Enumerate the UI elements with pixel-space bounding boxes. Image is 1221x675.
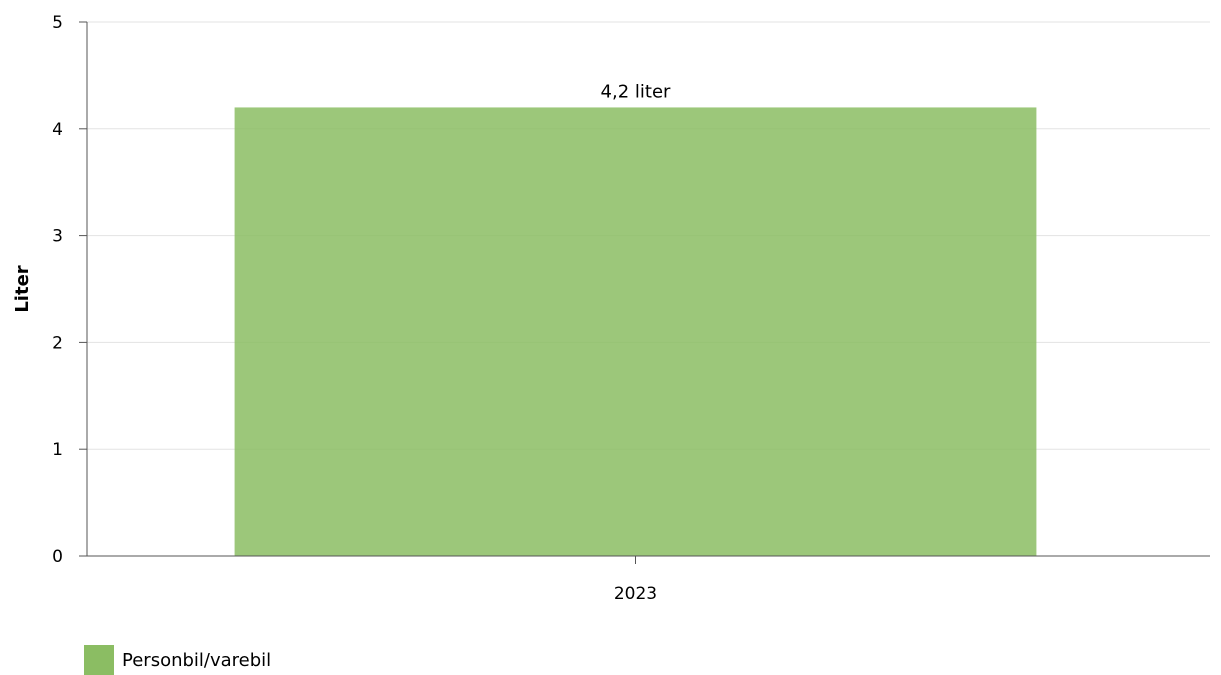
y-tick-label: 5 (52, 13, 63, 33)
y-tick-label: 2 (52, 333, 63, 353)
bar-value-label: 4,2 liter (601, 81, 671, 102)
legend[interactable]: Personbil/varebil (84, 645, 271, 675)
x-tick-label: 2023 (614, 584, 657, 604)
legend-swatch (84, 645, 114, 675)
y-axis-title: Liter (12, 265, 33, 312)
bar-chart: 0 1 2 3 4 5 4,2 liter 2023 Liter (12, 13, 1210, 604)
legend-label: Personbil/varebil (122, 649, 272, 671)
x-axis-ticks: 2023 (614, 556, 657, 604)
y-axis-ticks: 0 1 2 3 4 5 (52, 13, 87, 567)
y-tick-label: 1 (52, 440, 63, 460)
bars (234, 107, 1037, 556)
y-tick-label: 3 (52, 227, 63, 247)
y-tick-label: 0 (52, 547, 63, 567)
bar (234, 107, 1037, 556)
data-labels: 4,2 liter (601, 81, 671, 102)
y-tick-label: 4 (52, 120, 63, 140)
